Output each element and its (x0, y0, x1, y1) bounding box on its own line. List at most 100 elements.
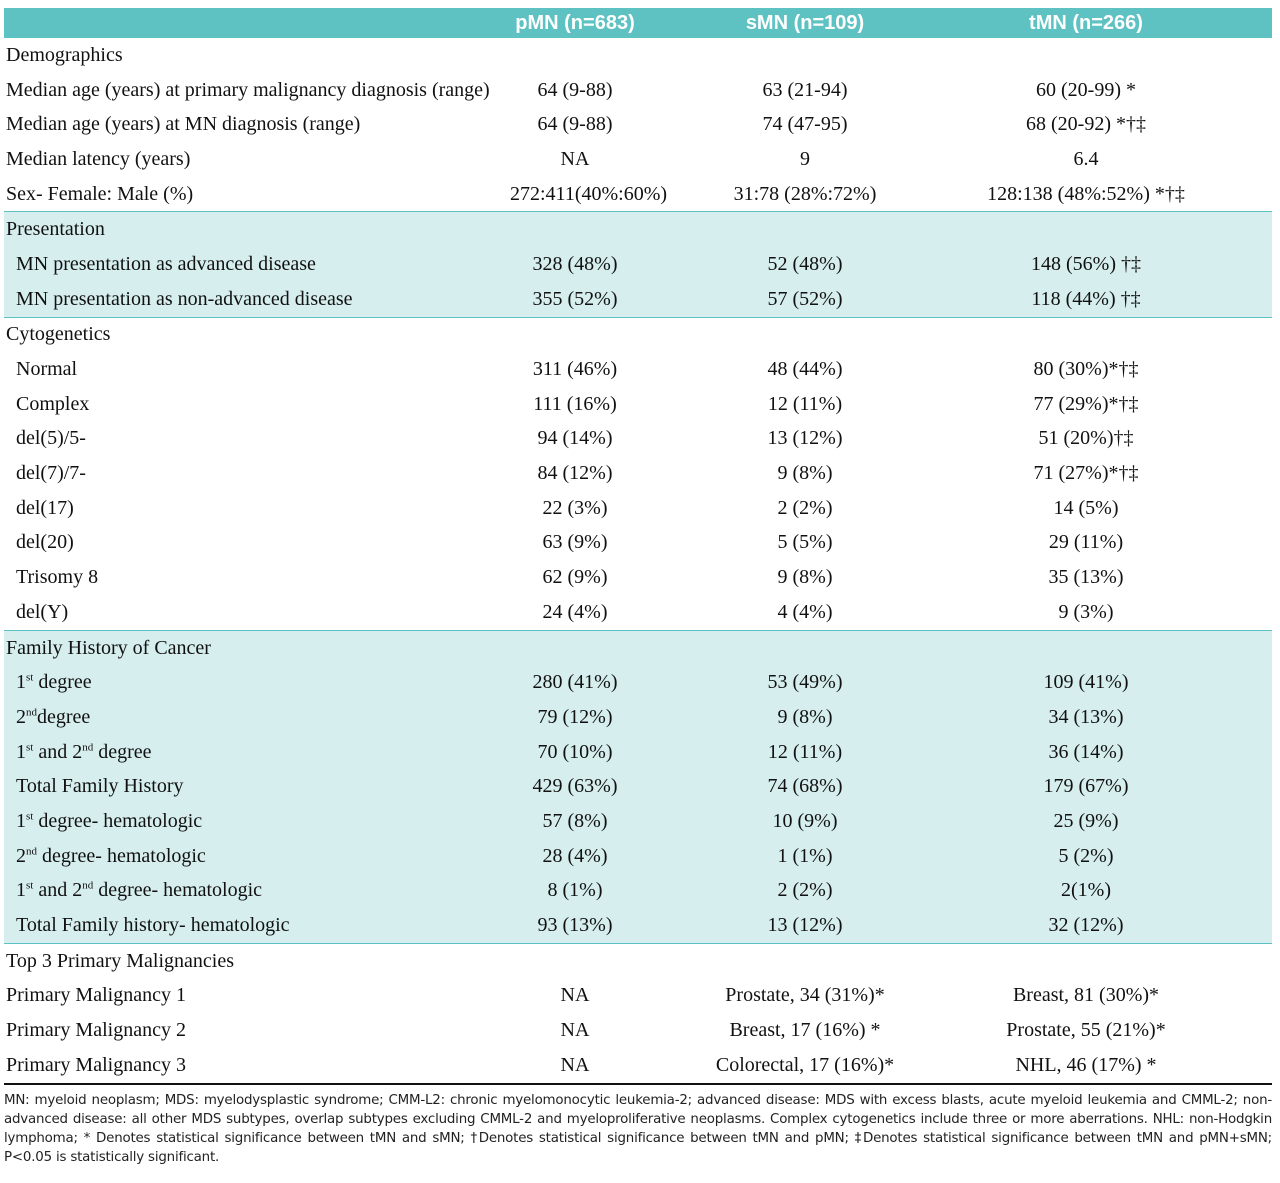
data-table: pMN (n=683) sMN (n=109) tMN (n=266) Demogr… (4, 8, 1272, 1085)
cell-spacer (1202, 838, 1272, 874)
cell: 355 (52%) (510, 281, 640, 317)
row-label: del(17) (16, 496, 74, 519)
cell-spacer (1202, 560, 1272, 595)
cell-spacer (1202, 491, 1272, 526)
section-row: Top 3 Primary Malignancies (4, 942, 1272, 979)
cell: 13 (12%) (767, 427, 843, 450)
data-row: Trisomy 8 62 (9%) 9 (8%) 35 (13%) (4, 560, 1272, 595)
cell-spacer (1202, 979, 1272, 1014)
cell: 9 (8%) (640, 700, 970, 735)
cell: 118 (44%) †‡ (970, 281, 1202, 317)
row-label: 2nddegree (4, 700, 510, 735)
row-label: del(20) (16, 531, 74, 554)
cell: 32 (12%) (970, 908, 1202, 944)
cell: 5 (5%) (777, 531, 833, 554)
data-row: Primary Malignancy 1 NA Prostate, 34 (31%)… (4, 979, 1272, 1014)
cell-spacer (1202, 422, 1272, 457)
data-row: Median age (years) at primary malignancy… (4, 73, 1272, 108)
label-superscript: nd (26, 706, 37, 719)
label-text: degree- hematologic (37, 844, 206, 867)
data-row: 1st and 2nd degree 70 (10%) 12 (11%) 36 (14… (4, 734, 1272, 770)
cell: 71 (27%)*†‡ (1033, 462, 1139, 485)
label-text: 2 (16, 844, 26, 867)
cell: 64 (9-88) (537, 113, 613, 136)
cell: 280 (41%) (510, 665, 640, 701)
cell: 6.4 (1073, 147, 1099, 170)
data-row: MN presentation as advanced disease 328 (… (4, 247, 1272, 282)
cell: 9 (8%) (777, 462, 833, 485)
row-label: Total Family History (4, 769, 510, 805)
section-row: Family History of Cancer (4, 629, 1272, 666)
cell: 80 (30%)*†‡ (1033, 358, 1139, 381)
cell: 13 (12%) (640, 908, 970, 944)
cell-spacer (1202, 387, 1272, 422)
cell: 24 (4%) (542, 600, 608, 623)
row-label: MN presentation as non-advanced disease (4, 281, 510, 317)
cell: 93 (13%) (510, 908, 640, 944)
label-text: degree (37, 705, 91, 728)
data-row: Normal 311 (46%) 48 (44%) 80 (30%)*†‡ (4, 352, 1272, 387)
cell: 34 (13%) (970, 700, 1202, 735)
data-row: Sex- Female: Male (%) 272:411(40%:60%) 31:… (4, 177, 1272, 212)
header-cell (1202, 8, 1272, 38)
cell-spacer (1202, 247, 1272, 282)
row-label: Trisomy 8 (16, 566, 99, 589)
cell: 14 (5%) (1053, 496, 1119, 519)
section-title: Cytogenetics (4, 316, 1272, 353)
cell: Colorectal, 17 (16%)* (640, 1047, 970, 1085)
data-row: 2nddegree 79 (12%) 9 (8%) 34 (13%) (4, 700, 1272, 735)
data-row: Total Family history- hematologic 93 (13%… (4, 908, 1272, 944)
section-title: Presentation (4, 211, 1272, 248)
cell: 9 (8%) (777, 566, 833, 589)
row-label: Median latency (years) (6, 147, 191, 170)
label-text: 1 (16, 879, 26, 902)
row-label: Sex- Female: Male (%) (6, 182, 194, 205)
data-row: Median latency (years) NA 9 6.4 (4, 142, 1272, 177)
data-row: 1st degree 280 (41%) 53 (49%) 109 (41%) (4, 665, 1272, 701)
footnote: MN: myeloid neoplasm; MDS: myelodysplast… (4, 1092, 1272, 1165)
row-label: 1st degree (4, 665, 510, 701)
cell-spacer (1202, 352, 1272, 387)
cell-spacer (1202, 1013, 1272, 1048)
table-wrap: pMN (n=683) sMN (n=109) tMN (n=266) Demogr… (4, 8, 1272, 1167)
cell: 10 (9%) (640, 804, 970, 839)
cell: 4 (4%) (777, 600, 833, 623)
cell: NHL, 46 (17%) * (970, 1047, 1202, 1085)
data-row: 2nd degree- hematologic 28 (4%) 1 (1%) 5 (2… (4, 838, 1272, 874)
section-title: Demographics (6, 43, 123, 66)
data-row: 1st degree- hematologic 57 (8%) 10 (9%) 25 … (4, 804, 1272, 839)
cell-spacer (1202, 456, 1272, 491)
label-superscript: nd (26, 845, 37, 857)
cell: 77 (29%)*†‡ (1033, 392, 1139, 415)
cell-spacer (1202, 73, 1272, 108)
cell: 311 (46%) (532, 358, 618, 381)
label-text: degree- hematologic (93, 879, 263, 902)
cell: NA (560, 1019, 590, 1042)
cell-spacer (1202, 804, 1272, 839)
data-row: del(20) 63 (9%) 5 (5%) 29 (11%) (4, 526, 1272, 561)
data-row: del(5)/5- 94 (14%) 13 (12%) 51 (20%)†‡ (4, 422, 1272, 457)
cell-spacer (1202, 526, 1272, 561)
cell: NA (560, 984, 590, 1007)
cell-spacer (1202, 107, 1272, 142)
cell: NA (510, 1047, 640, 1085)
row-label: del(Y) (16, 600, 69, 623)
cell-spacer (1202, 700, 1272, 735)
cell: 31:78 (28%:72%) (733, 182, 877, 205)
cell: 22 (3%) (542, 496, 608, 519)
cell-spacer (1202, 142, 1272, 177)
cell: 52 (48%) (640, 247, 970, 282)
row-label: 1st and 2nd degree (4, 734, 510, 770)
cell: Breast, 81 (30%)* (1012, 984, 1160, 1007)
cell: 148 (56%) †‡ (970, 247, 1202, 282)
cell: 179 (67%) (970, 769, 1202, 805)
cell: 328 (48%) (510, 247, 640, 282)
cell: Breast, 17 (16%) * (729, 1019, 881, 1042)
label-superscript: st (26, 810, 34, 823)
section-title: Family History of Cancer (4, 629, 1272, 666)
row-label: 1st degree- hematologic (4, 804, 510, 839)
cell: 79 (12%) (510, 700, 640, 735)
cell-spacer (1202, 908, 1272, 944)
cell: 29 (11%) (1048, 531, 1124, 554)
row-label: Complex (16, 392, 90, 415)
